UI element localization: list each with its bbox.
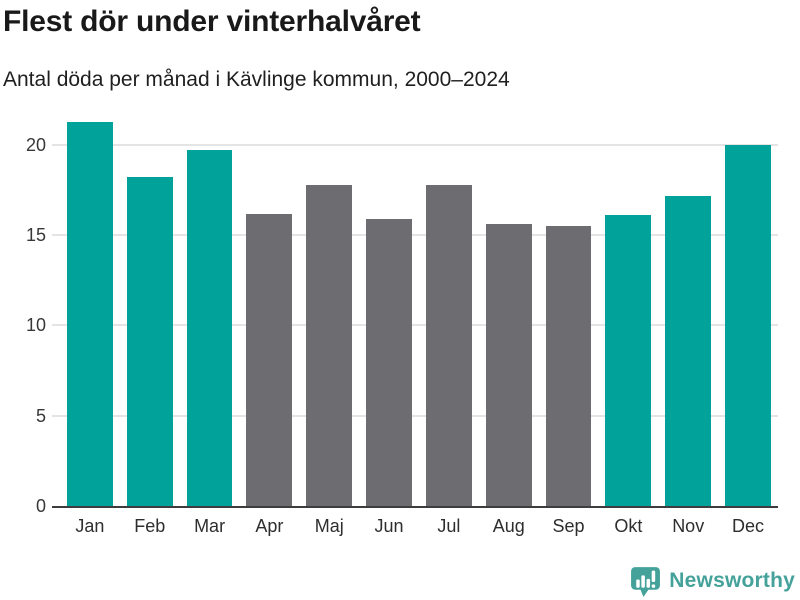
x-tick-label-jul: Jul <box>437 516 461 536</box>
gridline-10 <box>52 324 778 327</box>
bar-jul <box>425 184 472 506</box>
x-tick-label-mar: Mar <box>194 516 226 536</box>
newsworthy-logo-text: Newsworthy <box>669 569 795 592</box>
y-tick-label-5: 5 <box>35 405 46 426</box>
plot-area <box>52 115 778 508</box>
x-tick-label-nov: Nov <box>672 516 705 536</box>
y-tick-label-20: 20 <box>25 134 46 155</box>
x-tick-label-jun: Jun <box>374 516 404 536</box>
x-tick-label-aug: Aug <box>492 516 525 536</box>
bar-apr <box>246 213 293 506</box>
newsworthy-logo-icon <box>631 566 661 597</box>
x-axis-labels: Jan Feb Mar Apr Maj Jun Jul Aug Sep Okt Nov Dec <box>57 514 778 538</box>
bar-dec <box>725 144 771 506</box>
y-tick-label-15: 15 <box>25 225 46 246</box>
bar-sep <box>545 226 592 506</box>
bar-mar <box>186 150 233 506</box>
x-tick-label-sep: Sep <box>552 516 585 536</box>
bar-series <box>57 115 778 506</box>
bar-nov <box>665 195 712 506</box>
x-tick-label-apr: Apr <box>255 516 284 536</box>
chart-title: Flest dör under vinterhalvåret <box>3 5 421 38</box>
gridline-5 <box>52 414 778 417</box>
x-tick-label-feb: Feb <box>134 516 166 536</box>
bar-feb <box>126 177 173 506</box>
bar-maj <box>306 184 353 506</box>
x-tick-label-okt: Okt <box>614 516 643 536</box>
bar-okt <box>605 215 652 506</box>
x-tick-label-jan: Jan <box>75 516 105 536</box>
bar-jun <box>366 218 412 506</box>
x-axis-line <box>52 506 778 508</box>
gridline-20 <box>52 143 778 146</box>
bar-aug <box>485 224 532 506</box>
newsworthy-logo-link[interactable]: Newsworthy <box>629 564 795 598</box>
x-tick-label-maj: Maj <box>314 516 344 536</box>
x-tick-label-dec: Dec <box>732 516 765 536</box>
y-tick-label-0: 0 <box>35 496 46 516</box>
bar-jan <box>67 121 113 506</box>
y-tick-label-10: 10 <box>25 315 46 336</box>
gridline-15 <box>52 234 778 237</box>
chart-subtitle: Antal döda per månad i Kävlinge kommun, … <box>3 68 510 91</box>
